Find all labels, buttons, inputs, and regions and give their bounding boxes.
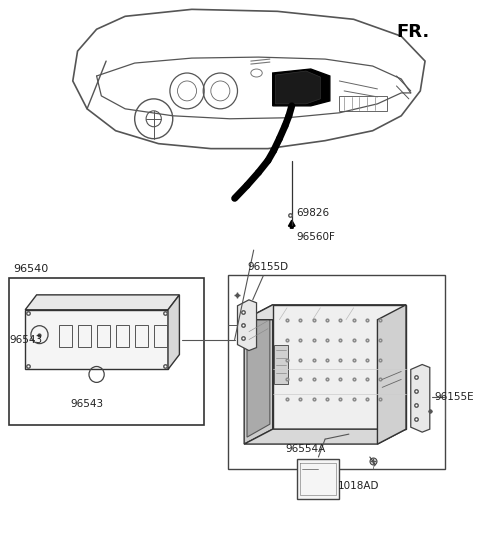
Text: 96155E: 96155E [434,392,474,403]
Polygon shape [377,305,406,444]
Text: 96540: 96540 [13,264,48,274]
Text: FR.: FR. [396,23,430,41]
Text: 96155D: 96155D [247,262,288,272]
Polygon shape [25,295,180,310]
Polygon shape [73,9,425,148]
FancyArrow shape [288,220,295,228]
Polygon shape [244,305,273,444]
Polygon shape [244,305,406,320]
Polygon shape [168,295,180,369]
Text: 96560F: 96560F [297,232,336,242]
Bar [154,325,167,347]
Polygon shape [273,69,330,106]
Polygon shape [276,71,320,104]
Polygon shape [247,312,270,437]
Polygon shape [238,300,256,351]
Bar [9,278,204,425]
Bar [116,325,129,347]
Bar [59,325,72,347]
FancyArrow shape [371,28,393,48]
Bar [96,325,110,347]
Bar [274,345,288,384]
Bar [78,325,91,347]
Text: 69826: 69826 [297,209,330,218]
Bar [339,96,387,111]
Bar [228,275,445,469]
Polygon shape [244,429,406,444]
Text: 1018AD: 1018AD [337,481,379,491]
Polygon shape [297,459,339,499]
Text: 96554A: 96554A [285,444,325,454]
Text: 96543: 96543 [71,399,104,410]
Polygon shape [273,305,406,429]
Text: 96543: 96543 [9,334,42,345]
Polygon shape [25,310,168,369]
Bar [135,325,148,347]
Polygon shape [411,364,430,432]
